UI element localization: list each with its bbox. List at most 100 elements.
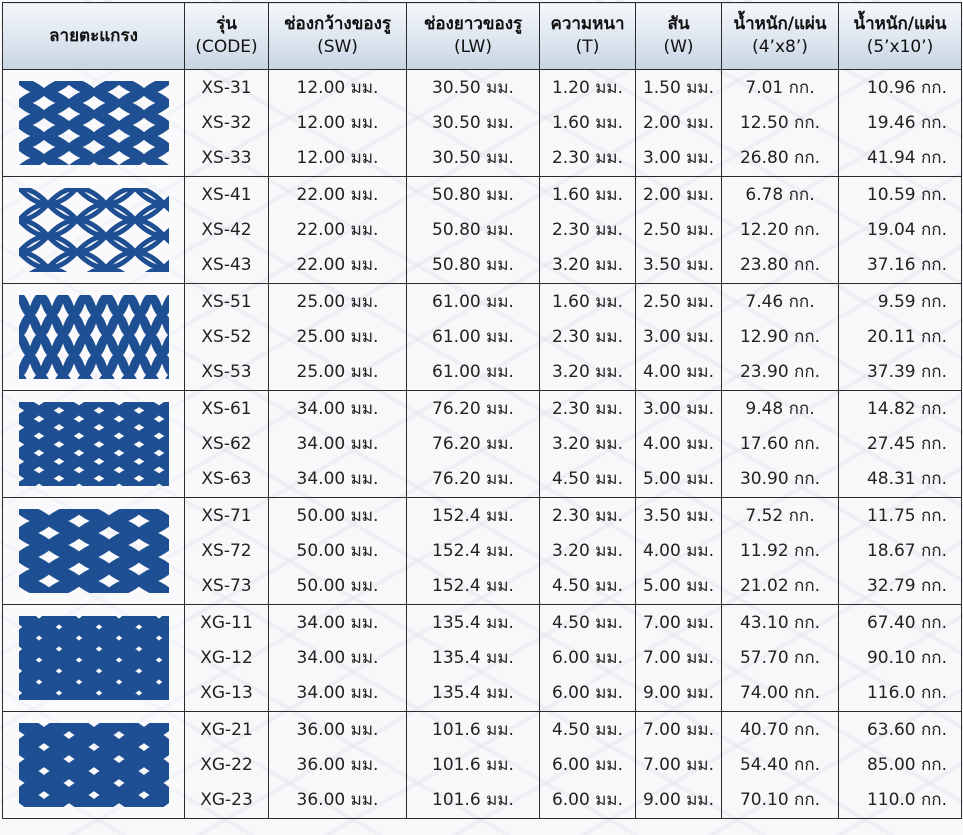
pattern-cell (2, 711, 185, 819)
sw-value: 25.00 มม. (296, 291, 379, 312)
lw-value: 152.4 มม. (432, 575, 514, 596)
weight-5x10-cell: 67.40 กก. 90.10 กก. 116.0 กก. (838, 604, 962, 712)
weight-5x10-value: 37.39 กก. (866, 361, 947, 382)
thickness-cell: 4.50 มม. 6.00 มม. 6.00 มม. (539, 604, 636, 712)
lw-value: 152.4 มม. (432, 540, 514, 561)
weight-4x8-value: 7.01 กก. (745, 77, 815, 98)
code-value: XS-42 (201, 219, 252, 240)
thickness-cell: 1.60 มม. 2.30 มม. 3.20 มม. (539, 176, 636, 284)
table-header-row: ลายตะแกรง รุ่น (CODE) ช่องกว้างของรู (SW) ช่อ… (2, 2, 962, 70)
mesh-xs-60-icon (3, 402, 184, 486)
header-sublabel: (CODE) (195, 37, 258, 57)
thickness-cell: 1.20 มม. 1.60 มม. 2.30 มม. (539, 69, 636, 177)
table-row: XS-41 XS-42 XS-43 22.00 มม. 22.00 มม. 22.00 ม… (2, 176, 962, 284)
code-cell: XS-41 XS-42 XS-43 (184, 176, 269, 284)
thickness-value: 4.50 มม. (551, 468, 624, 489)
strand-value: 9.00 มม. (642, 682, 715, 703)
strand-value: 1.50 มม. (642, 77, 715, 98)
strand-value: 7.00 มม. (642, 647, 715, 668)
code-value: XS-32 (201, 112, 252, 133)
sw-value: 34.00 มม. (296, 433, 379, 454)
sw-value: 36.00 มม. (296, 719, 379, 740)
mesh-xs-70-icon (3, 509, 184, 593)
thickness-value: 6.00 มม. (551, 682, 624, 703)
code-value: XG-22 (200, 754, 253, 775)
header-label: น้ำหนัก/แผ่น (853, 14, 947, 35)
lw-value: 101.6 มม. (432, 719, 514, 740)
table-row: XS-71 XS-72 XS-73 50.00 มม. 50.00 มม. 50.00 ม… (2, 497, 962, 605)
sw-value: 22.00 มม. (296, 254, 379, 275)
sw-cell: 36.00 มม. 36.00 มม. 36.00 มม. (268, 711, 407, 819)
code-value: XS-72 (201, 540, 252, 561)
lw-value: 76.20 มม. (432, 398, 514, 419)
sw-value: 34.00 มม. (296, 468, 379, 489)
strand-value: 3.00 มม. (642, 147, 715, 168)
lw-value: 135.4 มม. (432, 682, 514, 703)
lw-value: 50.80 มม. (432, 184, 514, 205)
weight-4x8-value: 30.90 กก. (739, 468, 821, 489)
strand-value: 9.00 มม. (642, 789, 715, 810)
weight-4x8-value: 74.00 กก. (739, 682, 821, 703)
sw-value: 12.00 มม. (296, 77, 379, 98)
sw-cell: 50.00 มม. 50.00 มม. 50.00 มม. (268, 497, 407, 605)
weight-4x8-value: 17.60 กก. (739, 433, 821, 454)
thickness-cell: 2.30 มม. 3.20 มม. 4.50 มม. (539, 497, 636, 605)
header-sublabel: (W) (663, 37, 694, 57)
weight-5x10-value: 19.46 กก. (866, 112, 947, 133)
weight-5x10-value: 116.0 กก. (866, 682, 947, 703)
code-value: XS-73 (201, 575, 252, 596)
code-value: XG-13 (200, 682, 253, 703)
weight-4x8-cell: 6.78 กก. 12.20 กก. 23.80 กก. (721, 176, 839, 284)
lw-value: 76.20 มม. (432, 433, 514, 454)
weight-5x10-value: 11.75 กก. (866, 505, 947, 526)
strand-cell: 3.50 มม. 4.00 มม. 5.00 มม. (635, 497, 722, 605)
sw-value: 50.00 มม. (296, 575, 379, 596)
weight-4x8-value: 54.40 กก. (739, 754, 821, 775)
thickness-value: 6.00 มม. (551, 789, 624, 810)
thickness-value: 1.20 มม. (551, 77, 624, 98)
table-body: XS-31 XS-32 XS-33 12.00 มม. 12.00 มม. 12.00 ม… (2, 69, 962, 819)
thickness-value: 4.50 มม. (551, 575, 624, 596)
weight-4x8-cell: 43.10 กก. 57.70 กก. 74.00 กก. (721, 604, 839, 712)
lw-value: 30.50 มม. (432, 77, 514, 98)
weight-4x8-cell: 7.01 กก. 12.50 กก. 26.80 กก. (721, 69, 839, 177)
mesh-xg-20-icon (3, 723, 184, 807)
weight-4x8-value: 23.90 กก. (739, 361, 821, 382)
header-pattern: ลายตะแกรง (2, 2, 185, 70)
strand-cell: 7.00 มม. 7.00 มม. 9.00 มม. (635, 711, 722, 819)
lw-value: 50.80 มม. (432, 219, 514, 240)
header-strand: สัน (W) (635, 2, 722, 70)
mesh-xs-30-icon (3, 81, 184, 165)
header-sublabel: (T) (575, 37, 600, 57)
strand-cell: 2.00 มม. 2.50 มม. 3.50 มม. (635, 176, 722, 284)
sw-value: 36.00 มม. (296, 754, 379, 775)
weight-4x8-value: 11.92 กก. (739, 540, 821, 561)
header-sublabel: (LW) (454, 37, 492, 57)
weight-4x8-value: 70.10 กก. (739, 789, 821, 810)
strand-value: 2.50 มม. (642, 219, 715, 240)
pattern-cell (2, 497, 185, 605)
thickness-cell: 2.30 มม. 3.20 มม. 4.50 มม. (539, 390, 636, 498)
header-label: สัน (667, 14, 690, 35)
weight-5x10-value: 20.11 กก. (866, 326, 947, 347)
code-cell: XG-11 XG-12 XG-13 (184, 604, 269, 712)
sw-cell: 25.00 มม. 25.00 มม. 25.00 มม. (268, 283, 407, 391)
pattern-cell (2, 176, 185, 284)
weight-5x10-value: 41.94 กก. (866, 147, 947, 168)
weight-5x10-value: 85.00 กก. (866, 754, 947, 775)
sw-value: 25.00 มม. (296, 326, 379, 347)
weight-4x8-value: 57.70 กก. (739, 647, 821, 668)
strand-value: 5.00 มม. (642, 468, 715, 489)
code-cell: XS-61 XS-62 XS-63 (184, 390, 269, 498)
header-label: ช่องยาวของรู (423, 14, 523, 35)
thickness-value: 1.60 มม. (551, 184, 624, 205)
code-value: XS-43 (201, 254, 252, 275)
thickness-value: 3.20 มม. (551, 254, 624, 275)
weight-4x8-value: 7.52 กก. (745, 505, 815, 526)
pattern-cell (2, 604, 185, 712)
weight-5x10-value: 9.59 กก. (877, 291, 947, 312)
strand-value: 7.00 มม. (642, 719, 715, 740)
mesh-xs-50-icon (3, 295, 184, 379)
code-value: XS-53 (201, 361, 252, 382)
code-value: XG-21 (200, 719, 253, 740)
